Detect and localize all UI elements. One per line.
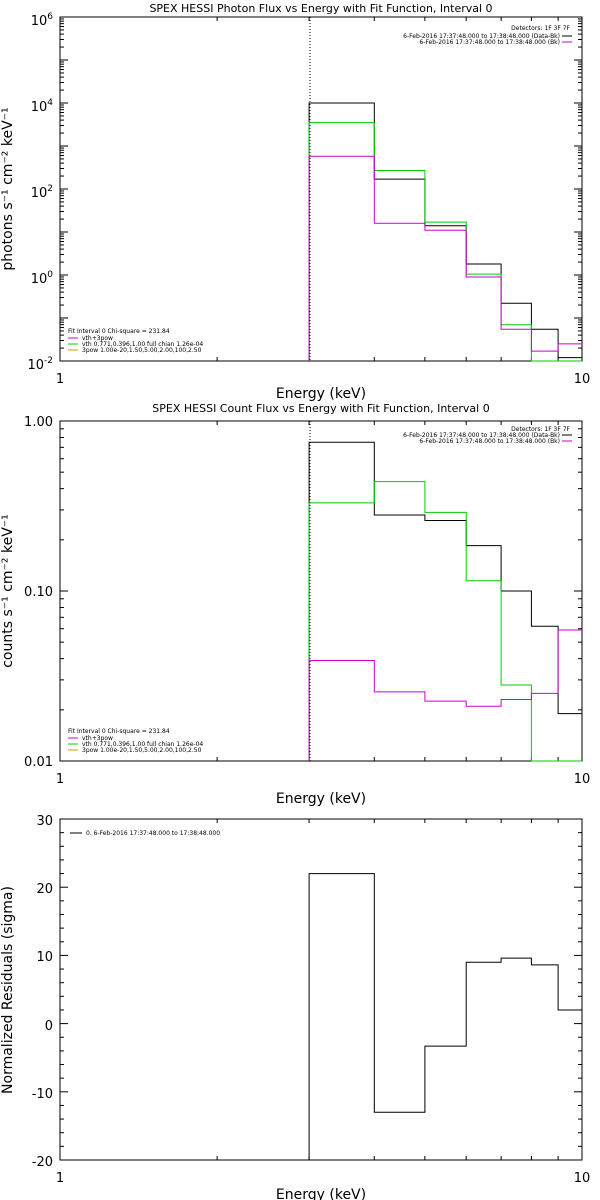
count-flux-time-line: 6-Feb-2016 17:37:48.000 to 17:38:48.000 … (419, 438, 560, 445)
photon-flux-ytick-label: 102 (31, 184, 53, 201)
photon-flux-ytick-label: 100 (31, 270, 54, 287)
count-flux-ytick-label: 1.00 (24, 415, 53, 430)
count-flux-time-line: 6-Feb-2016 17:37:48.000 to 17:38:48.000 … (403, 432, 560, 439)
photon-flux-fit-line: Fit Interval 0 Chi-square = 231.84 (68, 328, 170, 335)
count-flux-panel: SPEX HESSI Count Flux vs Energy with Fit… (0, 402, 590, 807)
residuals-legend-text: 0. 6-Feb-2016 17:37:48.000 to 17:38:48.0… (86, 830, 220, 837)
residuals-ytick-label: 10 (36, 950, 53, 965)
count-flux-xtick-label: 10 (574, 772, 591, 787)
count-flux-ytick-label: 0.10 (24, 585, 53, 600)
photon-flux-series-0 (308, 102, 582, 361)
residuals-ytick-label: -20 (32, 1155, 53, 1170)
residuals-y-axis-label: Normalized Residuals (sigma) (0, 886, 16, 1094)
photon-flux-fit-line: vth 0.771,0.396,1.00 full chian 1.26e-04 (82, 341, 203, 348)
photon-flux-fit-line: 3pow 1.00e-20,1.50,5.00,2.00,100,2.50 (82, 347, 202, 354)
count-flux-fit-line: vth+3pow (82, 735, 113, 742)
count-flux-fit-line: Fit Interval 0 Chi-square = 231.84 (68, 728, 170, 735)
photon-flux-detectors-note: Detectors: 1F 3F 7F (511, 25, 570, 32)
residuals-ytick-label: 20 (36, 882, 53, 897)
residuals-x-axis-label: Energy (keV) (276, 1187, 366, 1200)
count-flux-series-1 (308, 481, 582, 762)
photon-flux-title: SPEX HESSI Photon Flux vs Energy with Fi… (149, 2, 492, 15)
residuals-panel: 30 20 10 0 -10 -20 1 10 Energy (keV) Nor… (0, 814, 590, 1200)
photon-flux-xtick-label: 10 (574, 372, 591, 387)
count-flux-series-0 (308, 441, 582, 761)
count-flux-minor-ticks (59, 420, 583, 762)
count-flux-ytick-label: 0.01 (24, 755, 53, 770)
count-flux-series-2 (308, 629, 582, 761)
photon-flux-y-axis-label: photons s⁻¹ cm⁻² keV⁻¹ (0, 107, 16, 270)
residuals-xtick-label: 1 (56, 1171, 64, 1186)
photon-flux-x-axis-label: Energy (keV) (276, 386, 366, 402)
photon-flux-ytick-label: 106 (31, 12, 54, 29)
photon-flux-ytick-label: 104 (31, 98, 54, 115)
count-flux-y-axis-label: counts s⁻¹ cm⁻² keV⁻¹ (0, 514, 16, 668)
count-flux-title: SPEX HESSI Count Flux vs Energy with Fit… (152, 402, 489, 415)
photon-flux-series-group (308, 102, 582, 362)
photon-flux-time-line: 6-Feb-2016 17:37:48.000 to 17:38:48.000 … (403, 33, 560, 40)
residuals-plot-frame (59, 818, 583, 1161)
count-flux-fit-line: vth 0.771,0.396,1.00 full chian 1.26e-04 (82, 741, 203, 748)
photon-flux-plot-frame (59, 16, 583, 362)
count-flux-xtick-label: 1 (56, 772, 64, 787)
photon-flux-fit-line: vth+3pow (82, 335, 113, 342)
photon-flux-series-1 (308, 122, 582, 362)
photon-flux-time-line: 6-Feb-2016 17:37:48.000 to 17:38:48.000 … (419, 39, 560, 46)
residuals-series-0 (308, 873, 582, 1160)
residuals-series-group (308, 873, 582, 1160)
photon-flux-ytick-label: 10-2 (27, 356, 53, 373)
photon-flux-minor-ticks (59, 16, 583, 362)
count-flux-fit-line: 3pow 1.00e-20,1.50,5.00,2.00,100,2.50 (82, 747, 202, 754)
photon-flux-xtick-label: 1 (56, 372, 64, 387)
residuals-minor-ticks (59, 818, 583, 1161)
residuals-ytick-label: -10 (32, 1087, 53, 1102)
photon-flux-panel: SPEX HESSI Photon Flux vs Energy with Fi… (0, 2, 590, 402)
residuals-ytick-label: 0 (45, 1019, 53, 1034)
count-flux-series-group (308, 441, 582, 762)
photon-flux-series-2 (308, 155, 582, 361)
count-flux-detectors-note: Detectors: 1F 3F 7F (511, 426, 570, 433)
residuals-ytick-label: 30 (36, 814, 53, 829)
count-flux-x-axis-label: Energy (keV) (276, 791, 366, 807)
residuals-xtick-label: 10 (574, 1171, 591, 1186)
